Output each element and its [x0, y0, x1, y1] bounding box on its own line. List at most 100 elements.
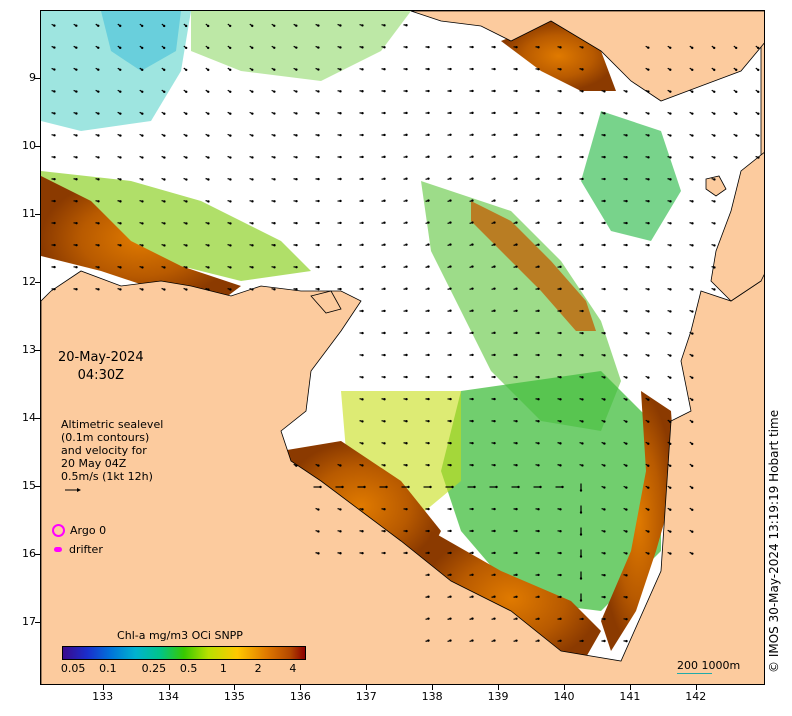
y-tick-label: 12 [22, 275, 36, 289]
velocity-arrow-head [451, 485, 454, 489]
imos-credit: © IMOS 30-May-2024 13:19:19 Hobart time [767, 409, 781, 673]
velocity-arrow-head [141, 90, 144, 93]
velocity-arrow-head [207, 156, 210, 159]
chl-high-gulf-south [421, 531, 601, 666]
velocity-arrow-head [383, 89, 386, 93]
velocity-arrow-head [251, 156, 254, 159]
x-tick [366, 685, 368, 690]
velocity-arrow-head [273, 24, 276, 27]
x-tick-label: 134 [158, 690, 180, 703]
velocity-arrow-head [427, 287, 430, 290]
velocity-arrow-head [427, 507, 430, 511]
velocity-arrow-head [185, 266, 188, 269]
velocity-arrow-head [184, 24, 188, 28]
velocity-arrow-head [579, 599, 583, 602]
chl-green-east [581, 111, 681, 241]
velocity-arrow-head [383, 309, 386, 313]
velocity-arrow-head [119, 288, 122, 291]
velocity-arrow-head [471, 419, 474, 423]
velocity-arrow-head [119, 46, 122, 50]
velocity-arrow-head [581, 155, 584, 159]
velocity-arrow-head [97, 24, 100, 28]
velocity-arrow-head [427, 67, 430, 71]
velocity-arrow-head [713, 244, 716, 247]
x-tick-label: 141 [619, 690, 641, 703]
velocity-arrow-head [669, 552, 672, 555]
argo-ring-icon [52, 524, 65, 537]
velocity-arrow-head [251, 112, 254, 115]
chl-high-nw-coast [41, 176, 241, 301]
velocity-arrow-head [713, 266, 716, 269]
velocity-arrow-head [537, 507, 540, 511]
velocity-arrow-head [449, 397, 452, 401]
velocity-arrow-head [383, 464, 386, 467]
velocity-arrow-head [625, 332, 628, 335]
velocity-arrow-head [735, 68, 738, 72]
velocity-arrow-head [515, 89, 518, 93]
velocity-arrow-head [537, 221, 540, 224]
velocity-arrow-head [185, 178, 188, 181]
velocity-arrow-head [537, 595, 540, 599]
velocity-arrow-head [647, 398, 650, 401]
velocity-arrow-head [427, 45, 430, 49]
velocity-arrow-head [229, 156, 232, 159]
velocity-arrow-head [691, 112, 694, 115]
velocity-arrow-head [119, 90, 122, 93]
velocity-arrow-head [735, 112, 738, 115]
velocity-arrow-head [471, 375, 474, 379]
velocity-arrow-head [734, 46, 738, 50]
velocity-arrow-head [515, 155, 518, 158]
velocity-arrow-head [229, 244, 232, 247]
velocity-arrow-head [603, 177, 606, 181]
velocity-arrow-head [206, 24, 210, 28]
velocity-arrow-head [735, 90, 738, 94]
map-time: 04:30Z [77, 368, 125, 383]
velocity-arrow-head [691, 442, 694, 446]
velocity-arrow-head [317, 90, 320, 93]
velocity-arrow-head [449, 287, 452, 290]
velocity-arrow-head [603, 199, 606, 203]
velocity-arrow-head [427, 463, 430, 467]
velocity-arrow-head [559, 111, 562, 115]
colorbar [62, 646, 306, 660]
velocity-arrow-head [471, 287, 474, 290]
x-tick [563, 685, 565, 690]
velocity-arrow-head [295, 288, 298, 291]
velocity-arrow-head [471, 155, 474, 158]
velocity-arrow-head [295, 265, 298, 269]
velocity-arrow-head [537, 464, 540, 467]
velocity-arrow-head [229, 200, 232, 203]
chl-high-gulf-east [601, 391, 676, 651]
velocity-arrow-head [493, 287, 496, 290]
velocity-arrow-head [317, 464, 320, 467]
velocity-arrow-head [163, 288, 166, 291]
velocity-arrow-head [559, 353, 562, 357]
velocity-arrow-head [581, 90, 584, 93]
velocity-arrow-head [515, 177, 518, 180]
velocity-arrow-head [361, 442, 364, 445]
velocity-arrow-head [361, 398, 364, 401]
y-tick [35, 146, 40, 148]
velocity-arrow-head [449, 133, 452, 136]
velocity-arrow-head [361, 177, 364, 181]
velocity-arrow-head [75, 112, 78, 115]
velocity-arrow-head [537, 639, 540, 642]
land-new-guinea [410, 11, 764, 102]
velocity-arrow-head [383, 265, 386, 268]
velocity-arrow-head [669, 420, 672, 424]
x-tick [629, 685, 631, 690]
y-tick [35, 78, 40, 80]
velocity-arrow-head [537, 199, 540, 202]
velocity-arrow-head [119, 112, 122, 115]
velocity-arrow-head [449, 573, 452, 576]
velocity-arrow-head [53, 68, 56, 71]
velocity-arrow-head [207, 244, 210, 247]
velocity-arrow-head [669, 464, 672, 468]
velocity-arrow-head [97, 156, 100, 159]
velocity-arrow-head [603, 639, 606, 643]
velocity-arrow-head [647, 288, 650, 291]
velocity-arrow-head [317, 134, 320, 137]
velocity-arrow-head [385, 485, 388, 489]
velocity-arrow-head [691, 46, 694, 50]
velocity-arrow-head [361, 46, 364, 49]
